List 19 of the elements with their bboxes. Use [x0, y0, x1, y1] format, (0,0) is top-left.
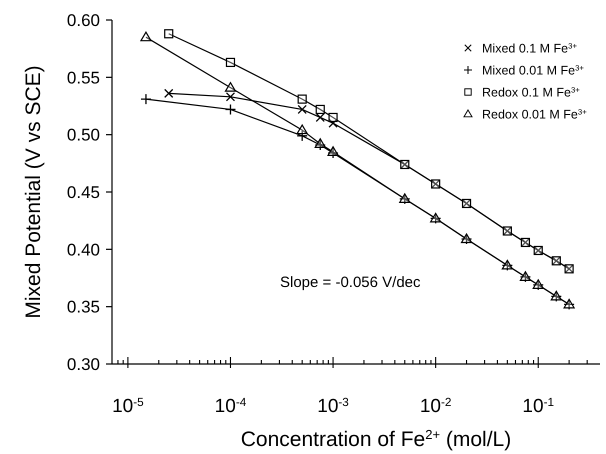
x-tick-label: 10$^{-5}$: [112, 396, 144, 417]
y-tick-label: 0.45: [66, 182, 100, 202]
y-tick-label: 0.30: [66, 354, 100, 374]
annotation: Slope = -0.056 V/dec: [280, 274, 422, 291]
y-tick-label: 0.50: [66, 126, 100, 145]
y-tick-label: 0.40: [66, 240, 100, 260]
legend-label: Mixed 0.1 M Fe$^{3+}$: [482, 40, 578, 56]
legend-label: Redox 0.01 M Fe$^{3+}$: [482, 106, 588, 122]
y-tick-label: 0.35: [66, 298, 100, 317]
y-tick-label: 0.60: [66, 10, 100, 30]
x-tick-label: 10$^{-4}$: [214, 396, 247, 417]
x-tick-label: 10$^{-3}$: [317, 396, 350, 417]
legend-label: Redox 0.1 M Fe$^{3+}$: [482, 84, 580, 100]
y-axis-title: Mixed Potential (V vs SCE): [22, 65, 45, 319]
x-tick-label: 10$^{-2}$: [420, 396, 452, 417]
legend-label: Mixed 0.01 M Fe$^{3+}$: [482, 62, 584, 78]
x-tick-label: 10$^{-1}$: [522, 396, 554, 417]
x-axis-title: Concentration of Fe$^{2+}$ (mol/L): [240, 426, 512, 451]
y-tick-label: 0.55: [66, 68, 100, 88]
